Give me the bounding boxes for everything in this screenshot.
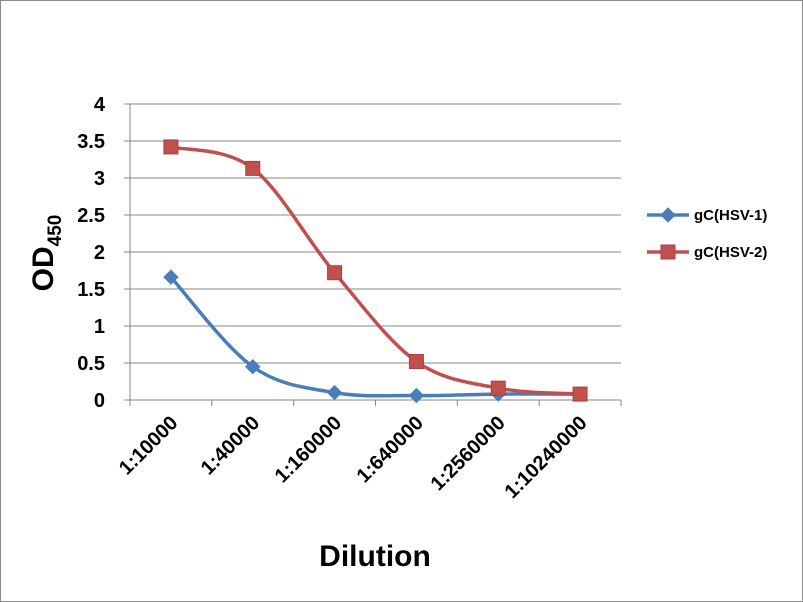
series-1 bbox=[163, 269, 588, 404]
series-line bbox=[169, 275, 582, 398]
y-tick-label: 2.5 bbox=[77, 205, 105, 227]
y-tick-label: 0.5 bbox=[77, 353, 105, 375]
y-axis-title-subscript: 450 bbox=[45, 215, 66, 247]
data-point-square bbox=[327, 265, 343, 281]
data-point-square bbox=[163, 139, 179, 155]
legend-label: gC(HSV-2) bbox=[694, 244, 767, 261]
data-point-square bbox=[490, 380, 506, 396]
x-tick-labels: 1:10000 1:40000 1:160000 1:6400001:25600001… bbox=[115, 412, 592, 503]
x-tick-label: 1:10240000 bbox=[501, 412, 592, 503]
x-tick-label: 1:2560000 bbox=[427, 412, 510, 495]
legend-marker-square bbox=[660, 244, 676, 260]
legend-entry: gC(HSV-2) bbox=[647, 244, 767, 261]
y-tick-label: 0 bbox=[94, 390, 105, 412]
x-tick-label: 1:640000 bbox=[353, 412, 428, 487]
y-tick-labels: 0 0.5 1 1.5 2 2.5 3 3.5 4 bbox=[77, 94, 106, 412]
series-line bbox=[169, 145, 582, 396]
y-tick-label: 1 bbox=[94, 316, 105, 338]
axes bbox=[124, 103, 622, 406]
data-point-square bbox=[245, 160, 261, 176]
data-point-square bbox=[572, 386, 588, 402]
data-point-square bbox=[408, 354, 424, 370]
legend-marker-diamond bbox=[660, 207, 676, 223]
data-point-diamond bbox=[326, 384, 343, 401]
x-tick-label: 1:40000 bbox=[197, 412, 264, 479]
data-point-diamond bbox=[408, 387, 425, 404]
series-2 bbox=[163, 139, 588, 402]
y-axis-title-main: OD bbox=[27, 246, 60, 291]
x-tick-label: 1:10000 bbox=[115, 412, 182, 479]
x-tick-label: 1:160000 bbox=[271, 412, 346, 487]
y-axis-title: OD450 bbox=[27, 215, 66, 292]
legend: gC(HSV-1) gC(HSV-2) bbox=[647, 207, 767, 261]
data-point-diamond bbox=[245, 358, 261, 375]
y-tick-label: 4 bbox=[94, 94, 106, 116]
legend-label: gC(HSV-1) bbox=[694, 207, 767, 224]
y-tick-label: 1.5 bbox=[77, 279, 105, 301]
x-axis-title: Dilution bbox=[319, 540, 431, 573]
data-point-diamond bbox=[163, 269, 179, 285]
y-tick-label: 2 bbox=[94, 242, 105, 264]
y-tick-label: 3.5 bbox=[77, 131, 105, 153]
legend-entry: gC(HSV-1) bbox=[647, 207, 767, 224]
series-layer bbox=[163, 139, 588, 404]
y-tick-label: 3 bbox=[94, 168, 105, 190]
